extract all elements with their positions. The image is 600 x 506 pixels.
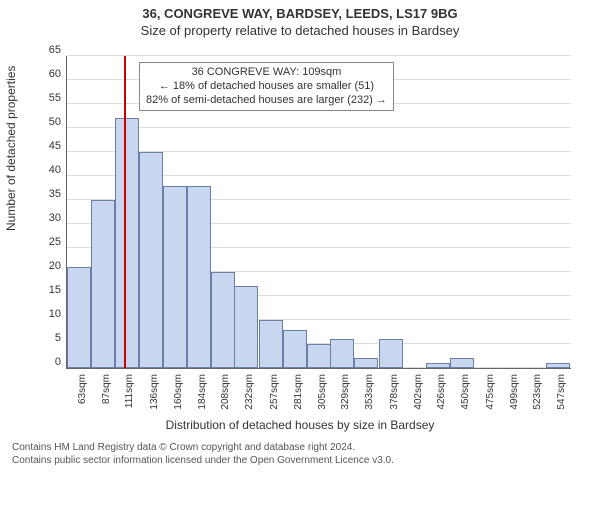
histogram-bar <box>139 152 163 368</box>
footer-line: Contains HM Land Registry data © Crown c… <box>12 442 590 455</box>
footer-line: Contains public sector information licen… <box>12 455 590 468</box>
plot-area: 0510152025303540455055606563sqm87sqm111s… <box>66 56 571 369</box>
histogram-bar <box>91 200 115 368</box>
histogram-bar <box>259 320 283 368</box>
x-tick-label: 305sqm <box>317 374 328 410</box>
x-tick-label: 160sqm <box>173 374 184 410</box>
x-tick-label: 499sqm <box>509 374 520 410</box>
histogram-bar <box>234 286 258 368</box>
x-tick-label: 184sqm <box>197 374 208 410</box>
histogram-bar <box>330 339 354 368</box>
annotation-box: 36 CONGREVE WAY: 109sqm← 18% of detached… <box>139 62 394 111</box>
x-tick-label: 402sqm <box>413 374 424 410</box>
histogram-bar <box>426 363 450 368</box>
x-tick-label: 426sqm <box>436 374 447 410</box>
chart-title-main: 36, CONGREVE WAY, BARDSEY, LEEDS, LS17 9… <box>0 6 600 21</box>
y-tick-label: 55 <box>49 92 61 104</box>
x-axis-label: Distribution of detached houses by size … <box>0 418 600 432</box>
y-tick-label: 20 <box>49 260 61 272</box>
annotation-line: 82% of semi-detached houses are larger (… <box>146 94 387 108</box>
y-tick-label: 65 <box>49 44 61 56</box>
histogram-bar <box>546 363 570 368</box>
x-tick-label: 329sqm <box>340 374 351 410</box>
x-tick-label: 523sqm <box>532 374 543 410</box>
footer-attribution: Contains HM Land Registry data © Crown c… <box>0 438 600 467</box>
y-tick-label: 10 <box>49 308 61 320</box>
y-axis-label: Number of detached properties <box>4 66 18 231</box>
x-tick-label: 257sqm <box>269 374 280 410</box>
histogram-bar <box>187 186 211 368</box>
histogram-bar <box>450 358 474 368</box>
x-tick-label: 378sqm <box>389 374 400 410</box>
x-tick-label: 87sqm <box>101 374 112 404</box>
histogram-bar <box>283 330 307 368</box>
x-tick-label: 136sqm <box>149 374 160 410</box>
y-tick-label: 60 <box>49 68 61 80</box>
y-tick-label: 30 <box>49 212 61 224</box>
y-tick-label: 25 <box>49 236 61 248</box>
histogram-bar <box>67 267 91 368</box>
y-tick-label: 40 <box>49 164 61 176</box>
gridline <box>67 127 571 128</box>
x-tick-label: 353sqm <box>364 374 375 410</box>
annotation-line: ← 18% of detached houses are smaller (51… <box>146 80 387 94</box>
x-tick-label: 208sqm <box>220 374 231 410</box>
x-tick-label: 63sqm <box>77 374 88 404</box>
x-tick-label: 547sqm <box>556 374 567 410</box>
chart-container: Number of detached properties 0510152025… <box>0 38 600 438</box>
x-tick-label: 232sqm <box>244 374 255 410</box>
histogram-bar <box>307 344 331 368</box>
x-tick-label: 111sqm <box>124 374 135 408</box>
y-tick-label: 45 <box>49 140 61 152</box>
y-tick-label: 0 <box>55 356 61 368</box>
histogram-bar <box>115 118 139 368</box>
y-tick-label: 15 <box>49 284 61 296</box>
histogram-bar <box>163 186 187 368</box>
marker-line <box>124 56 126 368</box>
histogram-bar <box>211 272 235 368</box>
y-tick-label: 35 <box>49 188 61 200</box>
gridline <box>67 55 571 56</box>
y-tick-label: 5 <box>55 332 61 344</box>
y-tick-label: 50 <box>49 116 61 128</box>
histogram-bar <box>354 358 378 368</box>
x-tick-label: 281sqm <box>293 374 304 410</box>
annotation-line: 36 CONGREVE WAY: 109sqm <box>146 66 387 80</box>
histogram-bar <box>379 339 403 368</box>
x-tick-label: 450sqm <box>460 374 471 410</box>
chart-title-sub: Size of property relative to detached ho… <box>0 23 600 38</box>
x-tick-label: 475sqm <box>485 374 496 410</box>
